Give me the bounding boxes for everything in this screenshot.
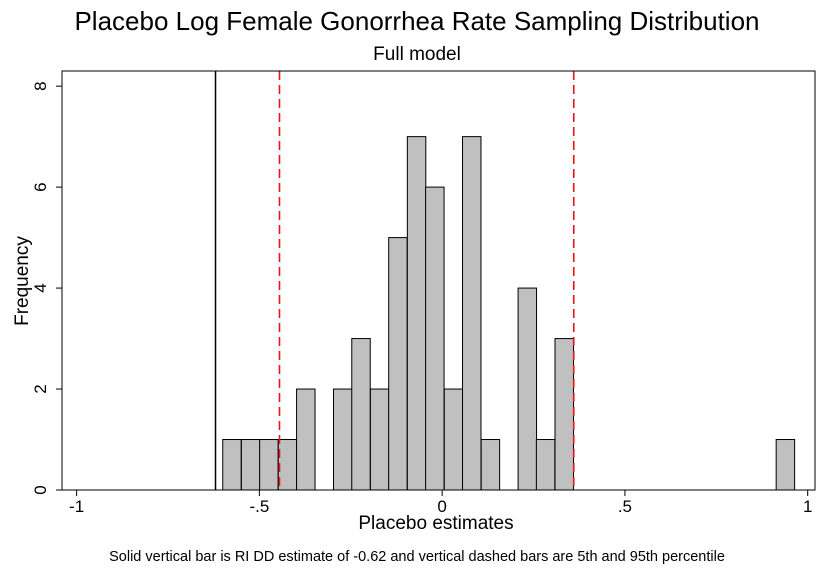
y-tick-label: 4: [31, 283, 50, 292]
histogram-bar: [462, 136, 482, 491]
histogram-bar: [333, 388, 353, 491]
histogram-bar: [425, 186, 445, 491]
x-tick-label: -.5: [249, 497, 269, 516]
chart-subtitle: Full model: [373, 44, 461, 65]
y-tick-label: 8: [31, 81, 50, 90]
histogram-bar: [517, 287, 538, 491]
x-tick-label: -1: [69, 497, 84, 516]
y-axis: 0 2 4 6 8: [31, 81, 62, 495]
histogram-bar: [369, 388, 390, 491]
histogram-bar: [240, 439, 261, 491]
y-axis-label: Frequency: [12, 236, 33, 326]
x-tick-label: .5: [618, 497, 632, 516]
chart-note: Solid vertical bar is RI DD estimate of …: [109, 549, 725, 565]
chart-title: Placebo Log Female Gonorrhea Rate Sampli…: [74, 6, 760, 36]
histogram-bar: [222, 439, 242, 491]
histogram-bar: [535, 439, 556, 491]
histogram-bar: [388, 237, 408, 491]
histogram-bar: [775, 439, 796, 491]
x-axis: -1 -.5 0 .5 1: [69, 490, 812, 516]
y-tick-label: 2: [31, 384, 50, 393]
reference-lines: [214, 71, 575, 490]
y-tick-label: 0: [31, 485, 50, 494]
histogram-bar: [554, 338, 574, 491]
x-tick-label: 0: [437, 497, 446, 516]
histogram-bar: [406, 136, 427, 491]
plot-frame: [61, 70, 816, 491]
histogram-bar: [259, 439, 279, 491]
x-axis-label: Placebo estimates: [358, 513, 513, 534]
histogram-bar: [296, 388, 316, 491]
histogram-bars: [222, 136, 796, 491]
histogram-bar: [351, 338, 371, 491]
histogram-bar: [277, 439, 298, 491]
x-tick-label: 1: [803, 497, 812, 516]
histogram-bar: [480, 439, 501, 491]
y-tick-label: 6: [31, 182, 50, 191]
histogram-bar: [443, 388, 464, 491]
